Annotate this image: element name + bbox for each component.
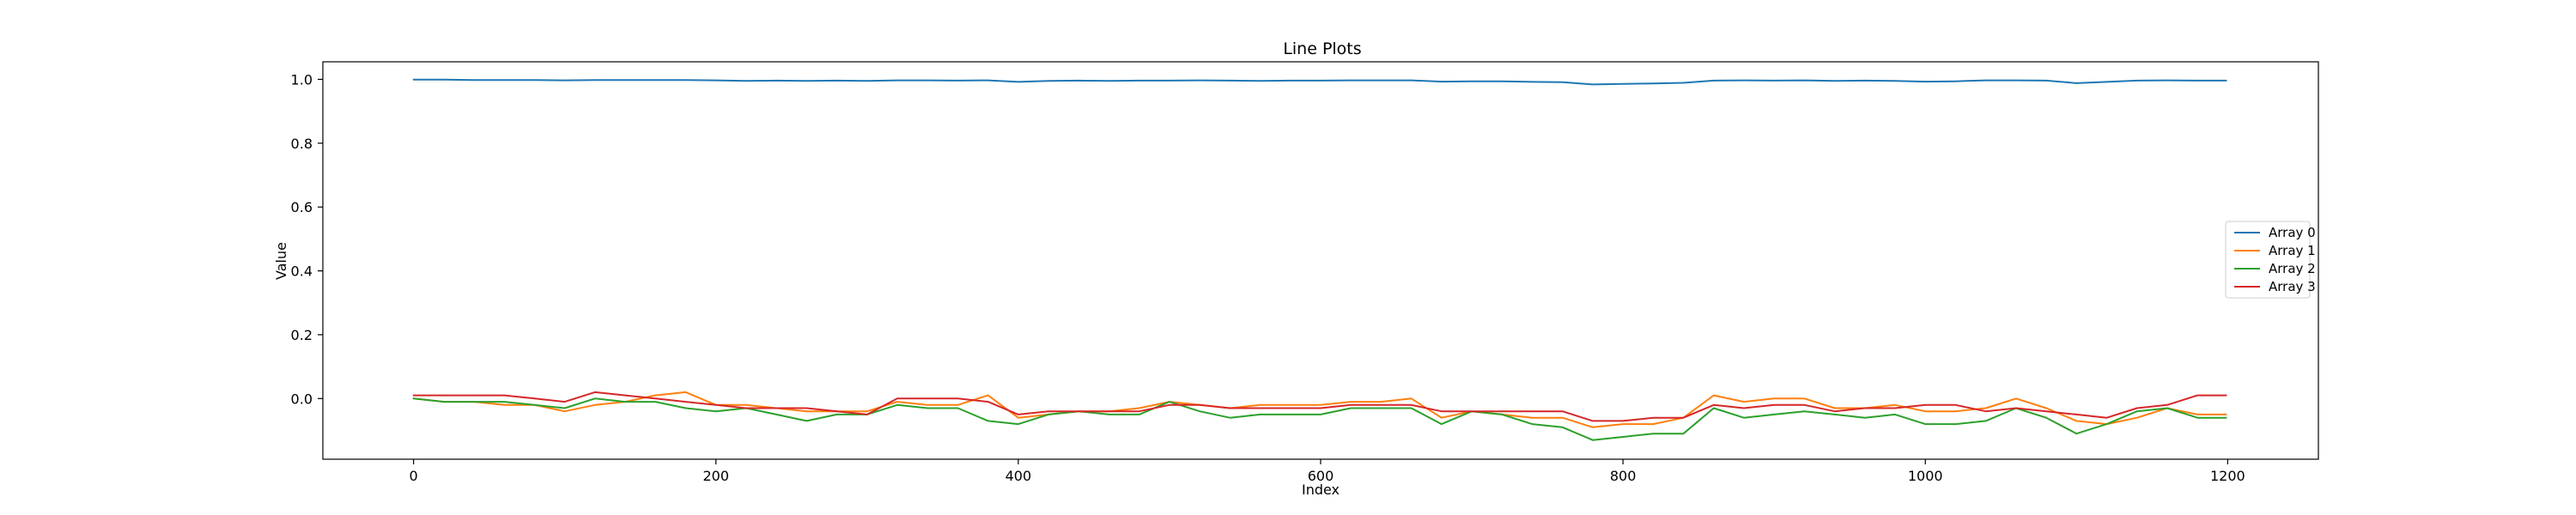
- series-line-array-3: [412, 391, 2227, 422]
- legend: Array 0 Array 1 Array 2 Array 3: [2225, 221, 2316, 299]
- x-tick-label: 200: [702, 468, 729, 484]
- series-line-array-0: [412, 78, 2227, 86]
- y-tick-label: 1.0: [291, 71, 313, 88]
- x-tick-label: 600: [1308, 468, 1334, 484]
- y-tick-label: 0.4: [291, 264, 313, 280]
- x-tick-label: 1000: [1908, 468, 1943, 484]
- plot-frame: [322, 61, 2319, 460]
- plot-area: [323, 62, 2318, 459]
- y-tick-label: 0.0: [291, 391, 313, 407]
- y-axis-label: Value: [273, 242, 289, 280]
- x-tick-label: 1200: [2210, 468, 2245, 484]
- chart-title: Line Plots: [1283, 39, 1361, 58]
- x-tick-label: 0: [410, 468, 418, 484]
- x-axis-label: Index: [1302, 482, 1340, 498]
- series-lines: [412, 78, 2227, 441]
- legend-label-array-2: Array 2: [2269, 261, 2316, 276]
- series-line-array-2: [412, 397, 2227, 441]
- y-axis-ticks: 0.0 0.2 0.4 0.6 0.8 1.0: [291, 71, 323, 407]
- y-tick-label: 0.6: [291, 199, 313, 215]
- legend-items: Array 0 Array 1 Array 2 Array 3: [2234, 225, 2316, 294]
- x-tick-label: 800: [1610, 468, 1637, 484]
- legend-label-array-0: Array 0: [2269, 225, 2316, 240]
- legend-box: [2225, 221, 2311, 299]
- x-tick-label: 400: [1005, 468, 1032, 484]
- legend-label-array-1: Array 1: [2269, 243, 2316, 258]
- y-tick-label: 0.8: [291, 136, 313, 152]
- y-tick-label: 0.2: [291, 327, 313, 343]
- x-axis-ticks: 0 200 400 600 800 1000 1200: [410, 459, 2245, 484]
- legend-label-array-3: Array 3: [2269, 279, 2316, 294]
